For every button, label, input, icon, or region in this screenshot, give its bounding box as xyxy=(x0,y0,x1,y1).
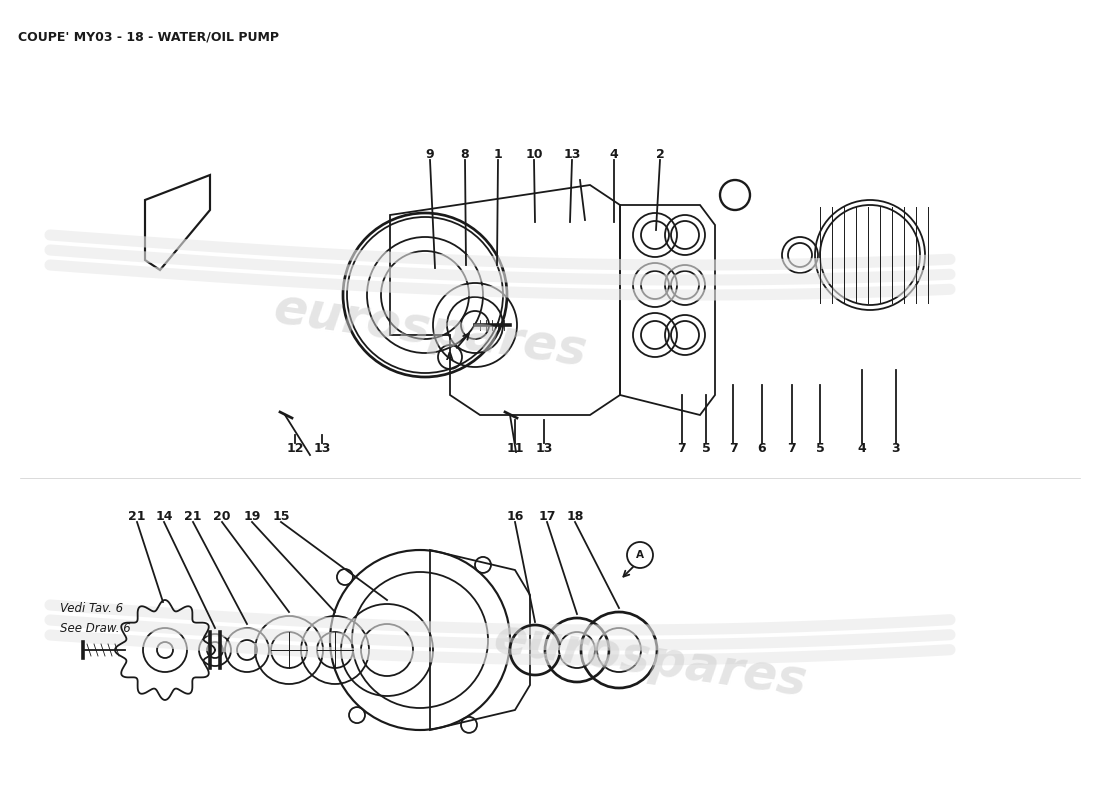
Text: 11: 11 xyxy=(506,442,524,455)
Text: 17: 17 xyxy=(538,510,556,523)
Text: 13: 13 xyxy=(536,442,552,455)
Text: eurospares: eurospares xyxy=(491,614,810,706)
Text: 20: 20 xyxy=(213,510,231,523)
Text: 9: 9 xyxy=(426,148,434,161)
Text: 4: 4 xyxy=(609,148,618,161)
Text: 16: 16 xyxy=(506,510,524,523)
Text: See Draw. 6: See Draw. 6 xyxy=(60,622,131,635)
Text: 1: 1 xyxy=(494,148,503,161)
Text: COUPE' MY03 - 18 - WATER/OIL PUMP: COUPE' MY03 - 18 - WATER/OIL PUMP xyxy=(18,30,279,43)
Text: 4: 4 xyxy=(858,442,867,455)
Text: 6: 6 xyxy=(758,442,767,455)
Text: 21: 21 xyxy=(129,510,145,523)
Text: 7: 7 xyxy=(678,442,686,455)
Text: 3: 3 xyxy=(892,442,900,455)
Text: 19: 19 xyxy=(243,510,261,523)
Text: 2: 2 xyxy=(656,148,664,161)
Text: 5: 5 xyxy=(702,442,711,455)
Text: 7: 7 xyxy=(788,442,796,455)
Text: 8: 8 xyxy=(461,148,470,161)
Text: 18: 18 xyxy=(566,510,584,523)
Text: Vedi Tav. 6: Vedi Tav. 6 xyxy=(60,602,123,615)
Text: 14: 14 xyxy=(155,510,173,523)
Text: 7: 7 xyxy=(728,442,737,455)
Text: A: A xyxy=(447,352,453,362)
Text: 21: 21 xyxy=(185,510,201,523)
Text: 15: 15 xyxy=(273,510,289,523)
Text: 12: 12 xyxy=(286,442,304,455)
Text: A: A xyxy=(636,550,644,560)
Text: eurospares: eurospares xyxy=(271,284,590,376)
Text: 13: 13 xyxy=(314,442,331,455)
Text: 10: 10 xyxy=(526,148,542,161)
Text: 5: 5 xyxy=(815,442,824,455)
Text: 13: 13 xyxy=(563,148,581,161)
